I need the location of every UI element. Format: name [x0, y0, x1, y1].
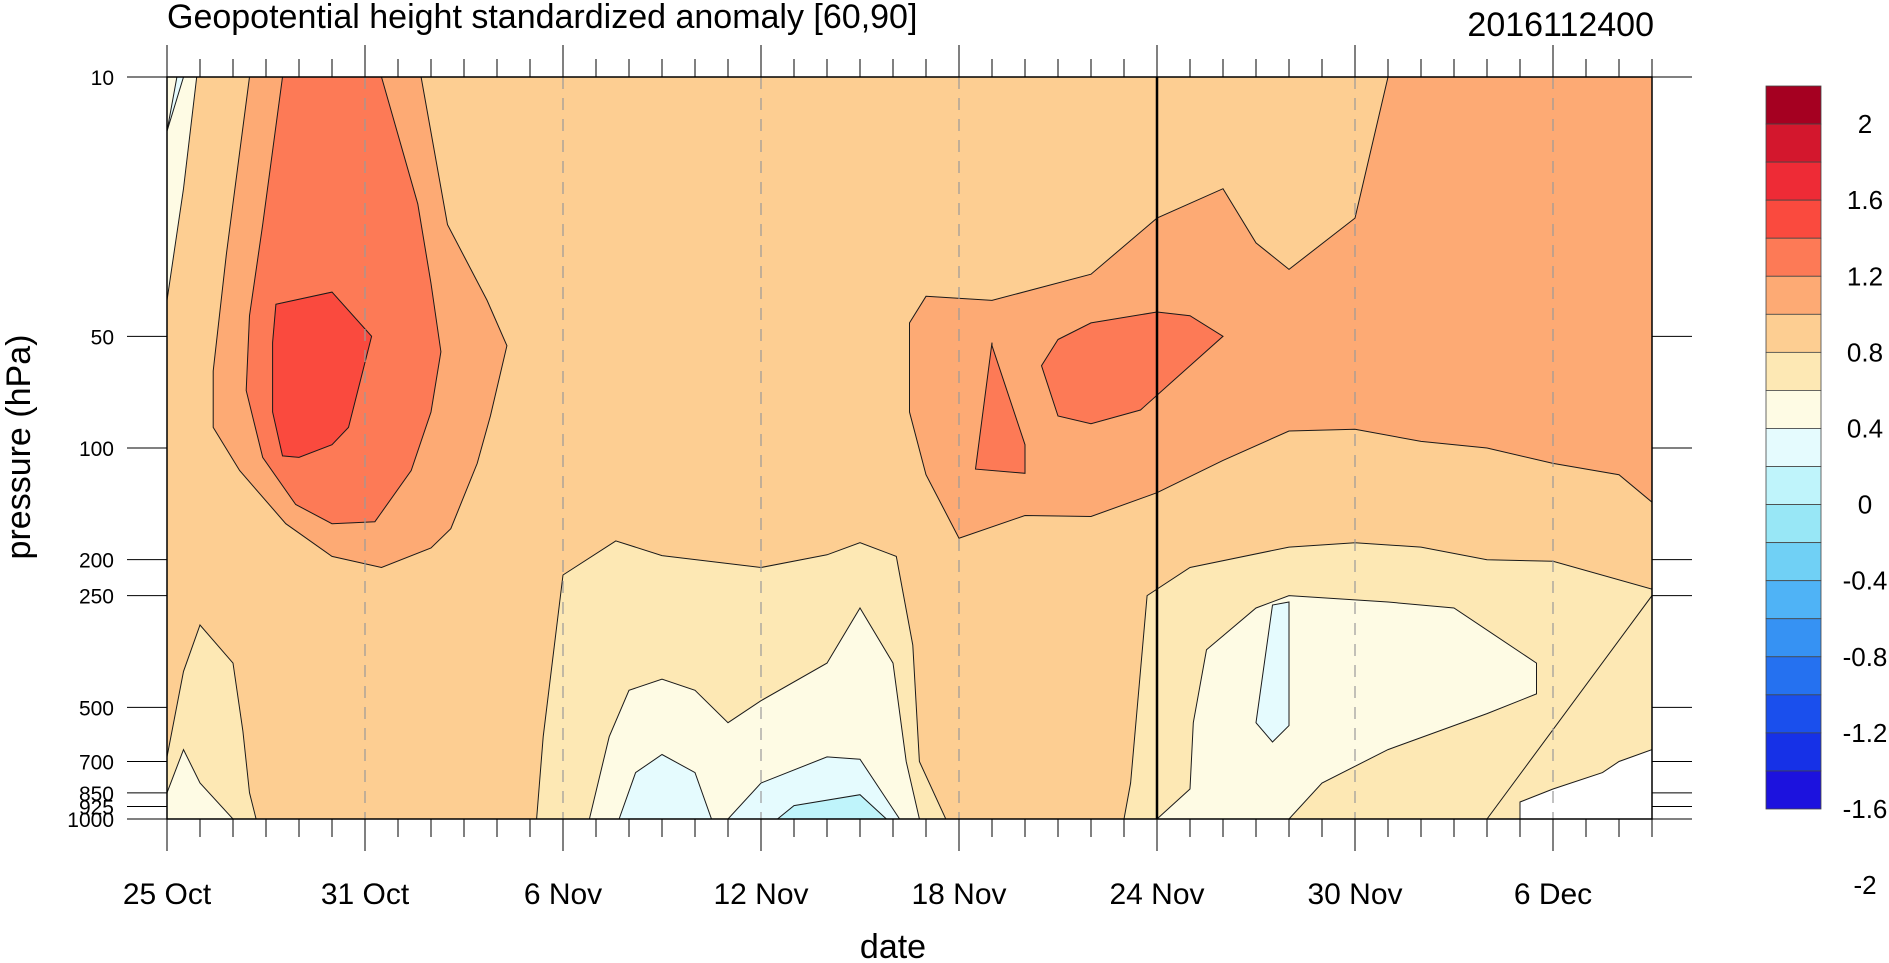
y-tick-label-250: 250 [79, 586, 114, 609]
contour-line-3 [245, 77, 442, 525]
y-tick-label-1000: 1000 [67, 809, 114, 832]
colorbar-swatch-4 [1765, 237, 1822, 277]
colorbar-swatch-8 [1765, 390, 1822, 429]
contour-line-11 [1156, 595, 1537, 819]
x-tick-label-7: 6 Dec [1514, 878, 1592, 911]
colorbar-swatch-15 [1765, 656, 1822, 696]
colorbar-swatch-1 [1765, 123, 1822, 163]
colorbar-swatch-2 [1765, 161, 1822, 201]
x-axis-label: date [860, 928, 926, 963]
colorbar-swatch-10 [1765, 466, 1822, 505]
colorbar-label-10: -2 [1853, 870, 1876, 900]
y-tick-label-100: 100 [79, 438, 114, 461]
x-tick-label-1: 31 Oct [321, 878, 410, 911]
date-grid-lines [364, 77, 1554, 819]
colorbar-label-2: 1.2 [1847, 261, 1883, 291]
colorbar-swatch-0 [1765, 85, 1822, 125]
contour-line-16 [1255, 601, 1290, 743]
y-axis-label: pressure (hPa) [0, 335, 38, 560]
y-tick-label-200: 200 [79, 550, 114, 573]
colorbar: 2 1.6 1.2 0.8 0.4 0 -0.4 -0.8 -1.2 -1.6 -2 [1765, 85, 1888, 900]
contour-line-18 [776, 794, 888, 819]
colorbar-label-7: -0.8 [1843, 642, 1888, 672]
colorbar-swatch-17 [1765, 732, 1822, 772]
x-tick-label-0: 25 Oct [123, 878, 212, 911]
colorbar-swatch-12 [1765, 542, 1822, 582]
colorbar-swatch-16 [1765, 694, 1822, 734]
colorbar-swatch-13 [1765, 580, 1822, 620]
x-tick-labels: 25 Oct 31 Oct 6 Nov 12 Nov 18 Nov 24 Nov 30 No… [123, 878, 1592, 911]
colorbar-swatch-7 [1765, 351, 1822, 391]
colorbar-label-8: -1.2 [1843, 718, 1888, 748]
contour-line-7 [536, 540, 947, 819]
colorbar-swatch-5 [1765, 275, 1822, 315]
contour-fill-layer [167, 77, 1652, 819]
x-tick-label-2: 6 Nov [524, 878, 602, 911]
colorbar-swatch-11 [1765, 504, 1822, 544]
colorbar-label-3: 0.8 [1847, 337, 1883, 367]
colorbar-label-0: 2 [1858, 109, 1872, 139]
colorbar-swatch-6 [1765, 313, 1822, 353]
y-tick-label-925: 925 [79, 796, 114, 819]
colorbar-swatch-3 [1765, 199, 1822, 239]
contour-line-17 [167, 77, 185, 132]
y-tick-label-500: 500 [79, 697, 114, 720]
chart-title: Geopotential height standardized anomaly… [167, 0, 917, 36]
contour-line-layer [167, 77, 1652, 819]
colorbar-label-5: 0 [1858, 490, 1872, 520]
contour-line-1 [212, 77, 508, 569]
date-label: 2016112400 [1467, 6, 1654, 44]
contour-line-14 [618, 753, 713, 819]
contour-line-6 [272, 291, 373, 458]
axes-frame [127, 45, 1692, 851]
x-tick-label-5: 24 Nov [1109, 878, 1204, 911]
x-tick-label-6: 30 Nov [1307, 878, 1402, 911]
x-tick-label-3: 12 Nov [713, 878, 808, 911]
y-tick-label-10: 10 [91, 67, 114, 90]
x-tick-label-4: 18 Nov [911, 878, 1006, 911]
colorbar-label-9: -1.6 [1843, 794, 1888, 824]
colorbar-swatch-18 [1765, 770, 1822, 810]
contour-line-5 [1040, 311, 1224, 425]
contour-line-4 [974, 342, 1026, 474]
y-tick-label-850: 850 [79, 783, 114, 806]
contour-line-9 [167, 624, 257, 819]
colorbar-swatch-9 [1765, 428, 1822, 467]
y-tick-label-700: 700 [79, 752, 114, 775]
contour-line-12 [167, 748, 234, 819]
colorbar-label-1: 1.6 [1847, 185, 1883, 215]
contour-line-13 [167, 77, 198, 301]
colorbar-label-6: -0.4 [1843, 566, 1888, 596]
y-tick-label-50: 50 [91, 326, 114, 349]
colorbar-swatch-14 [1765, 618, 1822, 658]
colorbar-label-4: 0.4 [1847, 413, 1883, 443]
contour-line-2 [909, 77, 1652, 539]
contour-line-15 [727, 756, 901, 819]
contour-line-10 [588, 607, 920, 819]
